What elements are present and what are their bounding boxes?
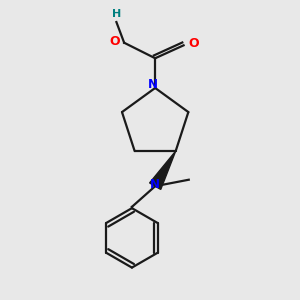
Polygon shape — [150, 151, 176, 189]
Text: O: O — [188, 37, 199, 50]
Text: H: H — [112, 10, 121, 20]
Text: N: N — [150, 178, 160, 190]
Text: N: N — [148, 78, 158, 92]
Text: O: O — [110, 35, 120, 48]
